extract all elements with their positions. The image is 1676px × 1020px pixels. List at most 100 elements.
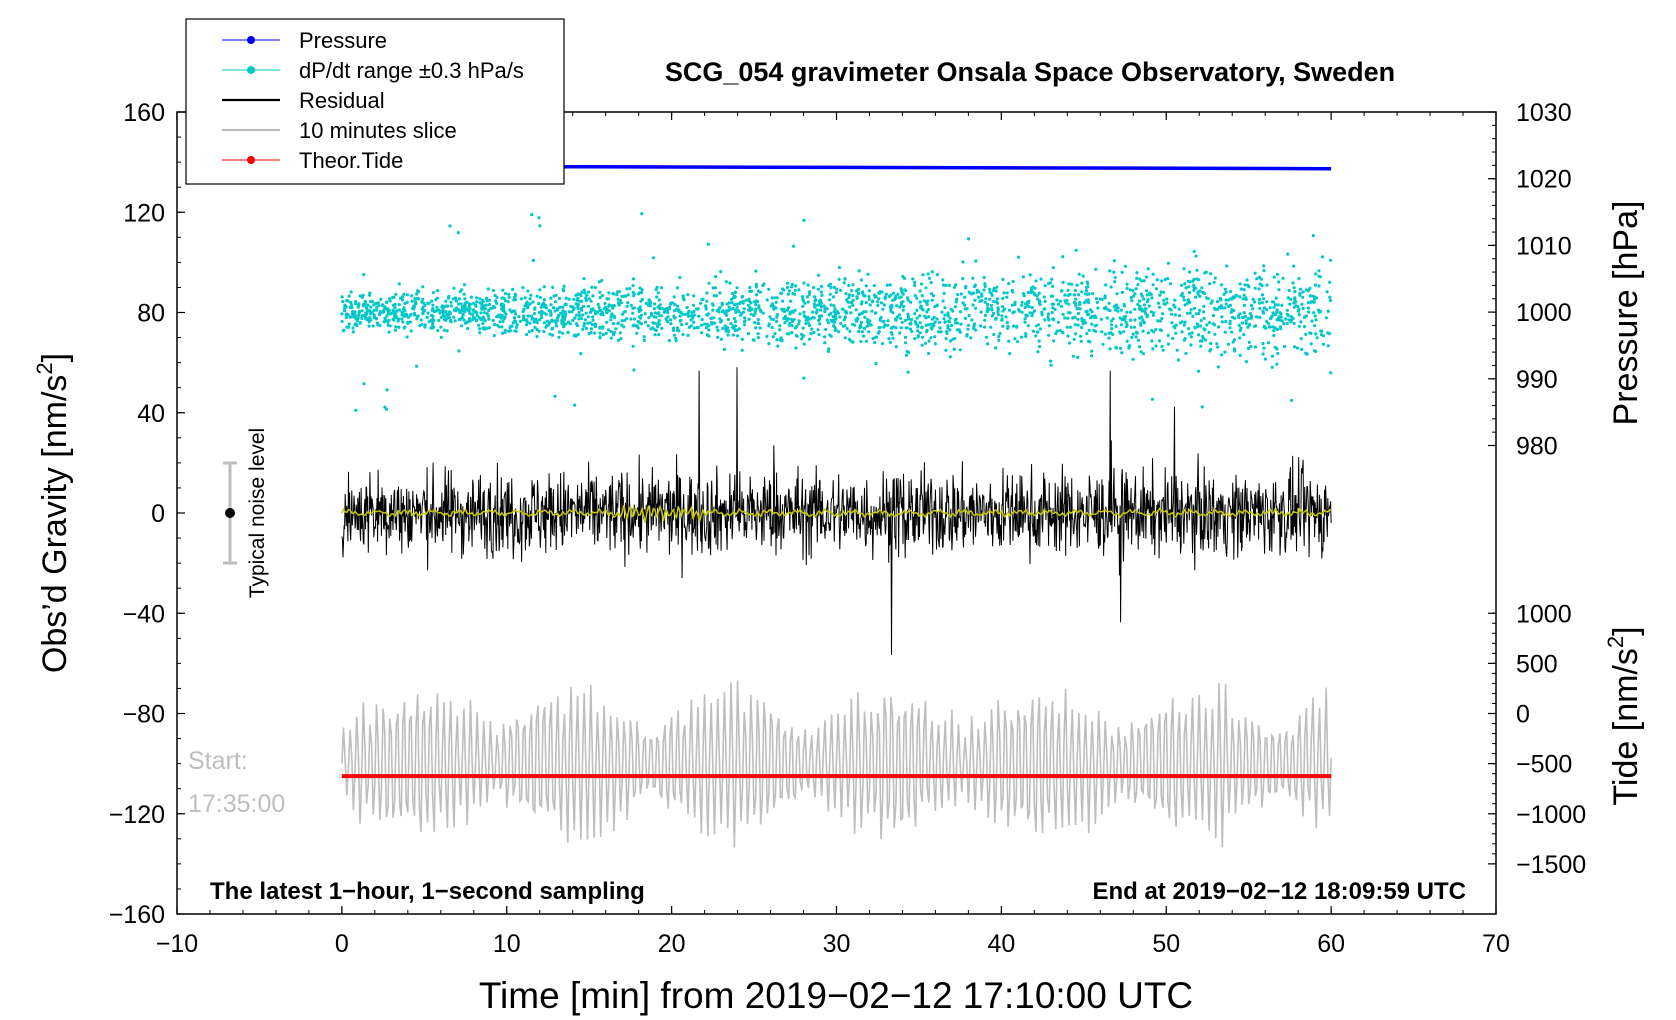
dpdt-point (1163, 302, 1167, 306)
dpdt-point (1194, 254, 1198, 258)
dpdt-point (992, 332, 996, 337)
dpdt-point (1120, 290, 1124, 294)
dpdt-point (579, 352, 583, 356)
dpdt-point (1312, 349, 1317, 353)
dpdt-point (1161, 348, 1165, 352)
y-axis-label-tide-tail: ] (1607, 626, 1645, 635)
dpdt-point (1100, 297, 1104, 301)
dpdt-point (927, 315, 931, 319)
dpdt-point (503, 316, 507, 320)
dpdt-point (1123, 264, 1127, 268)
dpdt-point (719, 337, 724, 341)
dpdt-point (655, 295, 659, 299)
dpdt-point (1066, 293, 1070, 297)
dpdt-point (1223, 287, 1227, 291)
dpdt-point (589, 299, 593, 303)
dpdt-point (776, 313, 780, 317)
dpdt-point (638, 308, 642, 312)
dpdt-point (952, 347, 956, 351)
dpdt-point (446, 312, 451, 316)
dpdt-point (1046, 312, 1050, 316)
dpdt-point (554, 324, 559, 328)
dpdt-point (465, 320, 469, 324)
dpdt-point (1299, 337, 1303, 341)
dpdt-point (1002, 291, 1006, 295)
dpdt-point (725, 310, 729, 314)
dpdt-point (894, 294, 898, 298)
dpdt-point (1170, 312, 1174, 316)
dpdt-point (1216, 345, 1220, 349)
dpdt-point (354, 322, 358, 326)
dpdt-point (1260, 301, 1264, 305)
dpdt-point (913, 280, 917, 284)
dpdt-point (705, 291, 709, 295)
dpdt-point (1051, 284, 1055, 288)
dpdt-point (1319, 329, 1323, 333)
dpdt-point (1020, 303, 1024, 307)
dpdt-point (400, 317, 404, 321)
dpdt-point (737, 310, 741, 314)
dpdt-point (1249, 345, 1253, 349)
dpdt-point (587, 332, 591, 336)
dpdt-point (1005, 291, 1009, 295)
dpdt-point (859, 320, 864, 324)
dpdt-point (876, 303, 880, 308)
dpdt-point (986, 306, 990, 310)
dpdt-point (1080, 326, 1084, 330)
dpdt-point (1085, 309, 1089, 313)
dpdt-point (1006, 324, 1010, 329)
dpdt-point (623, 310, 627, 314)
dpdt-point (983, 284, 987, 288)
dpdt-point (918, 331, 922, 335)
dpdt-point (593, 312, 598, 316)
dpdt-point (552, 306, 556, 310)
dpdt-point (442, 314, 446, 318)
dpdt-point (1066, 288, 1070, 292)
dpdt-point (1308, 294, 1312, 298)
dpdt-point (831, 315, 835, 319)
dpdt-point (722, 347, 727, 352)
dpdt-point (988, 297, 992, 301)
dpdt-point (1294, 300, 1298, 304)
dpdt-point (804, 322, 808, 326)
noise-label: Typical noise level (246, 428, 269, 598)
dpdt-point (482, 316, 486, 321)
dpdt-point (856, 317, 860, 321)
y-tick-label: −160 (109, 901, 165, 929)
dpdt-point (1151, 272, 1155, 276)
dpdt-point (462, 318, 466, 322)
dpdt-point (1055, 329, 1059, 333)
dpdt-point (736, 334, 740, 338)
dpdt-point (347, 322, 351, 326)
dpdt-point (1026, 324, 1030, 328)
dpdt-point (584, 311, 588, 315)
dpdt-point (612, 304, 616, 308)
dpdt-point (1265, 320, 1269, 324)
dpdt-point (439, 325, 443, 329)
dpdt-point (421, 285, 425, 289)
dpdt-point (1182, 323, 1186, 327)
dpdt-point (848, 305, 852, 309)
dpdt-point (1308, 331, 1312, 335)
dpdt-point (687, 309, 691, 313)
dpdt-point (1183, 320, 1187, 324)
dpdt-point (775, 315, 779, 319)
dpdt-point (1242, 293, 1246, 297)
dpdt-point (644, 301, 648, 305)
dpdt-point (1246, 325, 1250, 329)
dpdt-point (538, 288, 542, 292)
dpdt-point (816, 287, 820, 291)
dpdt-point (431, 291, 435, 295)
dpdt-point (1270, 354, 1275, 358)
dpdt-point (511, 321, 515, 325)
dpdt-point (350, 303, 354, 307)
dpdt-point (686, 312, 690, 317)
dpdt-point (747, 317, 751, 321)
dpdt-point (588, 310, 593, 314)
dpdt-point (833, 328, 837, 332)
dpdt-point (759, 309, 763, 313)
dpdt-point (689, 318, 693, 322)
dpdt-point (876, 331, 881, 335)
dpdt-point (813, 305, 817, 309)
dpdt-point (513, 309, 517, 314)
